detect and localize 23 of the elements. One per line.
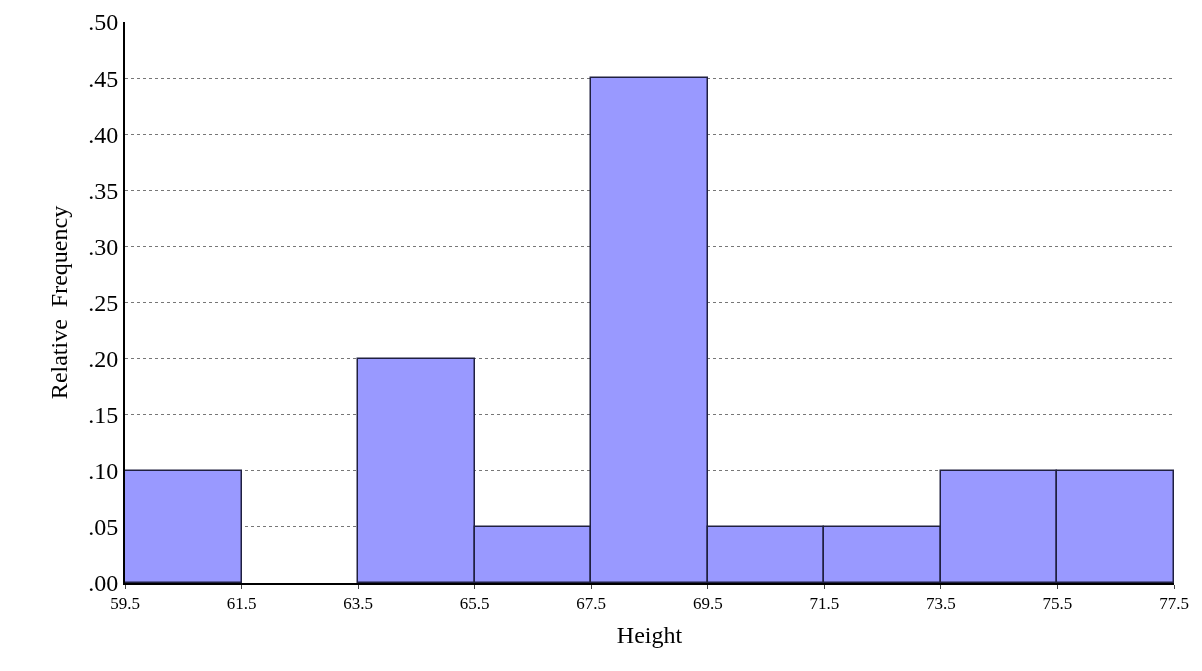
x-tick-label: 61.5 <box>226 594 257 614</box>
y-tick-label: .20 <box>88 346 119 372</box>
y-tick-label: .40 <box>88 121 119 148</box>
x-axis-title: Height <box>616 622 683 649</box>
x-tick-label: 63.5 <box>343 594 373 614</box>
y-tick-label: .50 <box>88 9 119 36</box>
y-tick-label: .10 <box>88 458 119 485</box>
y-tick-label: .35 <box>88 177 119 204</box>
x-tick-label: 69.5 <box>692 594 723 614</box>
y-tick-label: .00 <box>88 570 119 597</box>
x-tick-label: 67.5 <box>576 594 607 614</box>
y-tick-label: .45 <box>88 65 119 92</box>
y-tick-label: .05 <box>88 514 119 541</box>
x-tick-label: 65.5 <box>459 594 490 614</box>
x-tick-label: 77.5 <box>1159 594 1189 614</box>
y-tick-label: .30 <box>88 233 119 260</box>
x-tick-label: 59.5 <box>110 594 140 614</box>
y-tick-label: .15 <box>88 402 119 429</box>
x-tick-label: 73.5 <box>926 594 956 614</box>
y-axis-title: Relative Frequency <box>45 205 72 400</box>
y-tick-label: .25 <box>88 289 119 316</box>
x-tick-label: 71.5 <box>809 594 840 614</box>
x-tick-label: 75.5 <box>1042 594 1073 614</box>
